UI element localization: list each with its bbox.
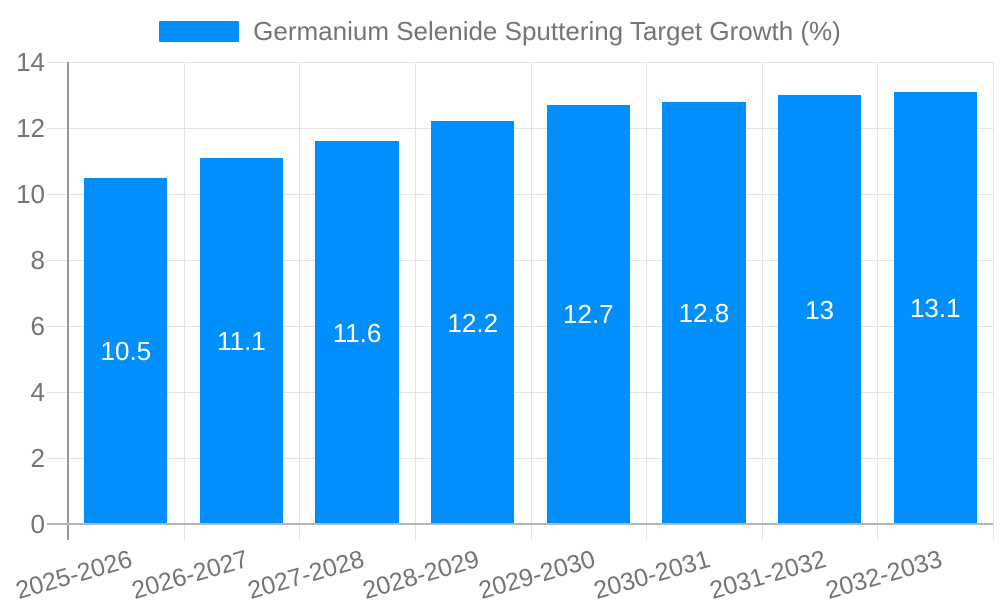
y-tick-label: 10 xyxy=(16,179,45,209)
bar-value-label: 11.1 xyxy=(217,325,266,356)
gridline xyxy=(993,62,994,540)
gridline xyxy=(47,260,993,261)
bar[interactable] xyxy=(777,95,862,524)
bar-value-label: 11.6 xyxy=(332,317,382,348)
gridline xyxy=(414,62,416,540)
gridline xyxy=(530,62,532,540)
x-axis-line xyxy=(47,523,993,525)
bar[interactable] xyxy=(546,104,630,524)
y-tick-label: 2 xyxy=(30,443,45,473)
gridline xyxy=(47,128,993,129)
y-tick-label: 4 xyxy=(30,377,45,407)
y-tick-label: 0 xyxy=(30,509,45,539)
gridline xyxy=(47,326,993,327)
y-tick-label: 14 xyxy=(16,47,45,77)
gridline xyxy=(47,62,993,63)
x-tick-label: 2028-2029 xyxy=(359,545,483,605)
bar-value-label: 12.8 xyxy=(678,297,730,328)
x-tick-label: 2027-2028 xyxy=(244,545,367,605)
chart-legend[interactable]: Germanium Selenide Sputtering Target Gro… xyxy=(0,13,1000,49)
bar-value-label: 13.1 xyxy=(909,292,961,323)
bar[interactable] xyxy=(315,141,399,524)
bar[interactable] xyxy=(199,157,284,524)
gridline xyxy=(47,458,993,459)
legend-label: Germanium Selenide Sputtering Target Gro… xyxy=(253,16,841,46)
gridline xyxy=(761,62,763,540)
bar-value-label: 12.2 xyxy=(447,307,499,338)
x-tick-label: 2031-2032 xyxy=(706,545,830,605)
gridline xyxy=(877,62,879,540)
legend-swatch-icon xyxy=(159,20,240,42)
gridline xyxy=(183,62,185,540)
x-tick-label: 2032-2033 xyxy=(822,545,945,605)
bar-value-label: 13 xyxy=(805,294,834,325)
bar[interactable] xyxy=(84,177,168,524)
bar[interactable] xyxy=(431,121,515,524)
x-tick-label: 2030-2031 xyxy=(590,545,714,605)
y-tick-label: 6 xyxy=(30,311,45,341)
bar[interactable] xyxy=(662,101,746,524)
bar-value-label: 10.5 xyxy=(100,335,152,366)
x-tick-label: 2025-2026 xyxy=(12,545,136,605)
gridline xyxy=(47,392,993,393)
x-tick-label: 2029-2030 xyxy=(475,545,599,605)
bar-value-label: 12.7 xyxy=(563,299,614,330)
y-axis-line xyxy=(67,62,69,540)
x-tick-label: 2026-2027 xyxy=(128,545,252,605)
y-tick-label: 8 xyxy=(30,245,45,275)
gridline xyxy=(47,194,993,195)
y-tick-label: 12 xyxy=(16,113,45,143)
gridline xyxy=(299,62,301,540)
gridline xyxy=(646,62,648,540)
bar[interactable] xyxy=(893,91,977,524)
